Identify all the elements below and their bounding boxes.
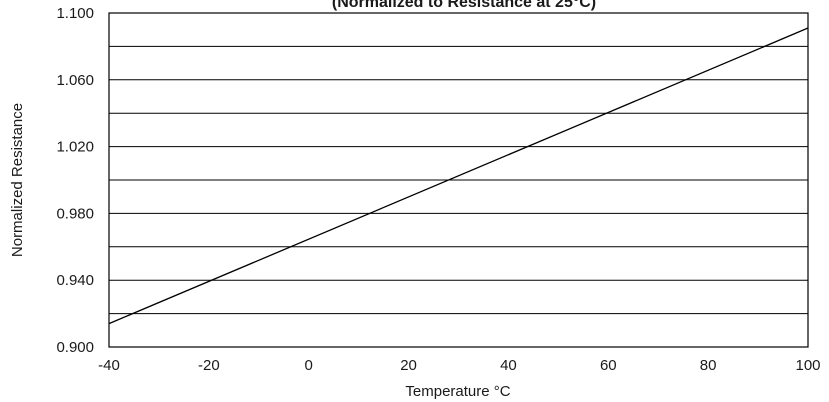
x-tick-label: 40 [500,357,517,374]
y-tick-label: 0.940 [56,272,94,289]
series-line-0 [108,27,809,325]
y-tick-label: 1.100 [56,5,94,22]
series-layer [108,27,809,325]
x-tick-labels: -40 -20 0 20 40 60 80 100 [98,357,820,374]
y-axis-title: Normalized Resistance [9,103,26,257]
x-axis-title: Temperature °C [405,383,510,400]
plot-frame [108,12,809,348]
y-tick-label: 0.980 [56,205,94,222]
chart-title: (Normalized to Resistance at 25°C) [332,0,596,11]
x-tick-label: 60 [600,357,617,374]
y-tick-label: 0.900 [56,339,94,356]
x-tick-label: -40 [98,357,120,374]
y-tick-label: 1.020 [56,139,94,156]
x-tick-label: 0 [305,357,313,374]
x-tick-label: 100 [795,357,820,374]
x-tick-label: 80 [700,357,717,374]
x-tick-label: -20 [198,357,220,374]
gridlines [109,12,808,315]
y-tick-label: 1.060 [56,72,94,89]
y-tick-labels: 0.900 0.940 0.980 1.020 1.060 1.100 [56,5,94,356]
x-tick-label: 20 [400,357,417,374]
